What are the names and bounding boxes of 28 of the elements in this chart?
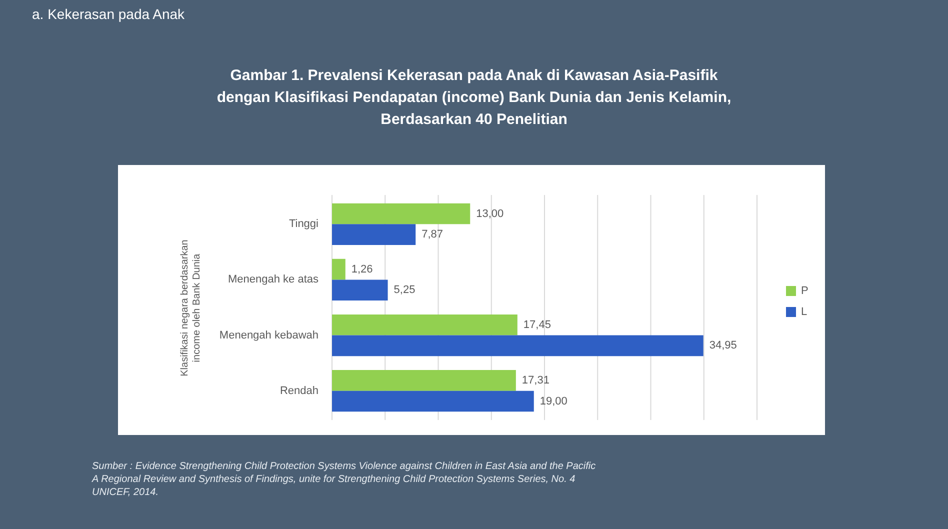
y-tick-label: Menengah kebawah [219,329,318,342]
data-label: 7,87 [422,228,444,241]
text: a. Kekerasan pada Anak [32,6,186,22]
data-label: 13,00 [476,208,504,220]
bar [332,203,470,224]
legend-label: P [801,285,808,297]
text: Gambar 1. Prevalensi Kekerasan pada Anak di Kawasan Asia-Pasifik [230,67,718,84]
legend-label: L [801,306,808,318]
data-label: 19,00 [540,395,568,408]
bar [332,224,416,245]
bar [332,314,518,336]
text: dengan Klasifikasi Pendapatan (income) Bank Dunia dan Jenis Kelamin, [216,89,732,106]
data-label: 1,26 [351,263,373,276]
bar [332,370,516,391]
y-axis-title: Klasifikasi negara berdasarkan income oleh Bank Dunia [179,240,202,376]
data-label: 5,25 [394,284,416,296]
data-label: 17,45 [523,318,551,331]
text: Berdasarkan 40 Penelitian [380,111,568,128]
y-tick-label: Rendah [280,384,318,397]
bar [332,258,346,280]
data-label: 17,31 [522,374,550,386]
text: Sumber : Evidence Strengthening Child Protection Systems Violence against Children in East Asia and the Pacific A Regional Review and Synthesis of Findings, unite for Strengthening Child Protection Systems Series, No. 4 UNICEF, 2014. [91,461,596,498]
bar [332,335,704,356]
bar [332,390,534,412]
y-tick-label: Tinggi [288,218,318,230]
y-tick-label: Menengah ke atas [228,274,319,286]
data-label: 34,95 [709,340,737,352]
bar [332,280,388,301]
